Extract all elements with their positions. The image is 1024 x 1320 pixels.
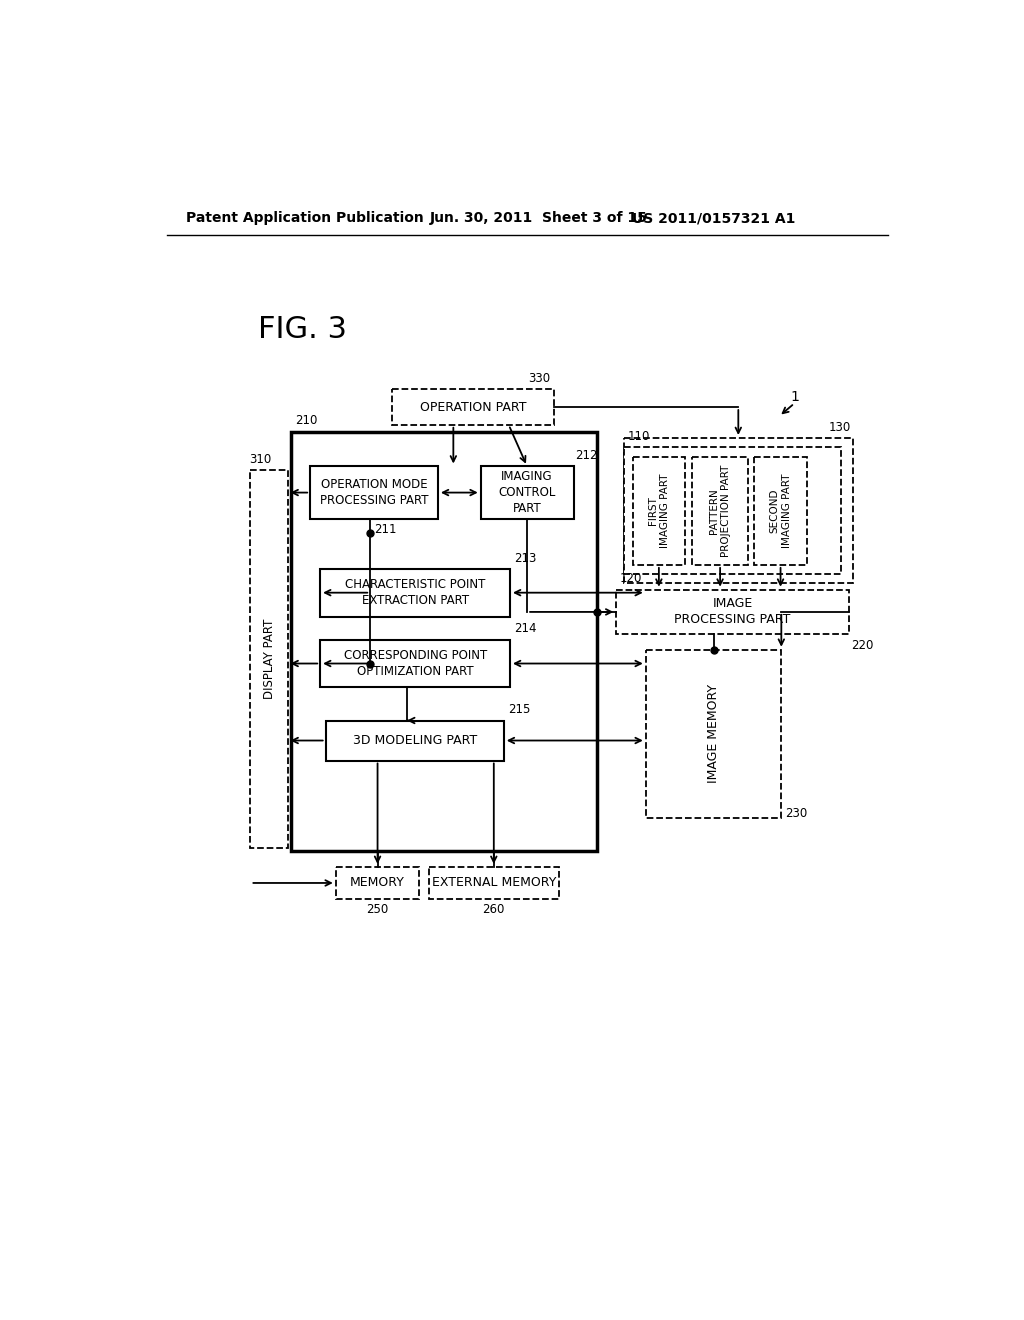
Text: FIG. 3: FIG. 3 <box>258 315 347 343</box>
Text: 260: 260 <box>482 903 505 916</box>
Text: 120: 120 <box>621 573 642 585</box>
Text: DISPLAY PART: DISPLAY PART <box>262 619 275 700</box>
Text: EXTERNAL MEMORY: EXTERNAL MEMORY <box>431 876 556 890</box>
Text: IMAGE
PROCESSING PART: IMAGE PROCESSING PART <box>675 598 791 627</box>
Bar <box>624 438 853 582</box>
Text: 215: 215 <box>508 704 530 717</box>
Bar <box>624 447 841 574</box>
Text: Patent Application Publication: Patent Application Publication <box>186 211 424 226</box>
Text: 1: 1 <box>791 391 800 404</box>
Text: 212: 212 <box>575 449 598 462</box>
Bar <box>755 457 807 565</box>
Text: CORRESPONDING POINT
OPTIMIZATION PART: CORRESPONDING POINT OPTIMIZATION PART <box>343 649 486 678</box>
Text: 230: 230 <box>785 807 808 820</box>
Text: 330: 330 <box>528 372 550 385</box>
Bar <box>480 466 573 519</box>
Bar <box>616 590 849 635</box>
Bar <box>310 466 438 519</box>
Text: 210: 210 <box>295 414 317 428</box>
Bar <box>391 389 554 425</box>
Text: 250: 250 <box>367 903 389 916</box>
Bar <box>321 569 510 616</box>
Bar <box>646 649 781 817</box>
Text: IMAGE MEMORY: IMAGE MEMORY <box>707 684 720 783</box>
Text: FIRST
IMAGING PART: FIRST IMAGING PART <box>647 474 670 548</box>
Bar <box>251 470 288 847</box>
Text: CHARACTERISTIC POINT
EXTRACTION PART: CHARACTERISTIC POINT EXTRACTION PART <box>345 578 485 607</box>
Text: OPERATION PART: OPERATION PART <box>420 400 526 413</box>
Text: OPERATION MODE
PROCESSING PART: OPERATION MODE PROCESSING PART <box>319 478 428 507</box>
Text: PATTERN
PROJECTION PART: PATTERN PROJECTION PART <box>709 465 731 557</box>
Text: MEMORY: MEMORY <box>350 876 404 890</box>
Text: US 2011/0157321 A1: US 2011/0157321 A1 <box>632 211 795 226</box>
Text: 310: 310 <box>249 453 271 466</box>
Bar <box>321 640 510 688</box>
Bar <box>633 457 685 565</box>
Text: 211: 211 <box>375 523 397 536</box>
Text: 130: 130 <box>828 421 851 434</box>
Text: Jun. 30, 2011  Sheet 3 of 15: Jun. 30, 2011 Sheet 3 of 15 <box>430 211 648 226</box>
Bar <box>336 867 420 899</box>
Text: 220: 220 <box>851 639 873 652</box>
Text: 3D MODELING PART: 3D MODELING PART <box>352 734 477 747</box>
Bar <box>291 432 597 851</box>
Text: 110: 110 <box>628 430 650 444</box>
Bar <box>326 721 504 760</box>
Bar <box>429 867 559 899</box>
Text: SECOND
IMAGING PART: SECOND IMAGING PART <box>769 474 792 548</box>
Text: 213: 213 <box>514 552 537 565</box>
Bar <box>692 457 748 565</box>
Text: IMAGING
CONTROL
PART: IMAGING CONTROL PART <box>499 470 556 515</box>
Text: 214: 214 <box>514 622 537 635</box>
